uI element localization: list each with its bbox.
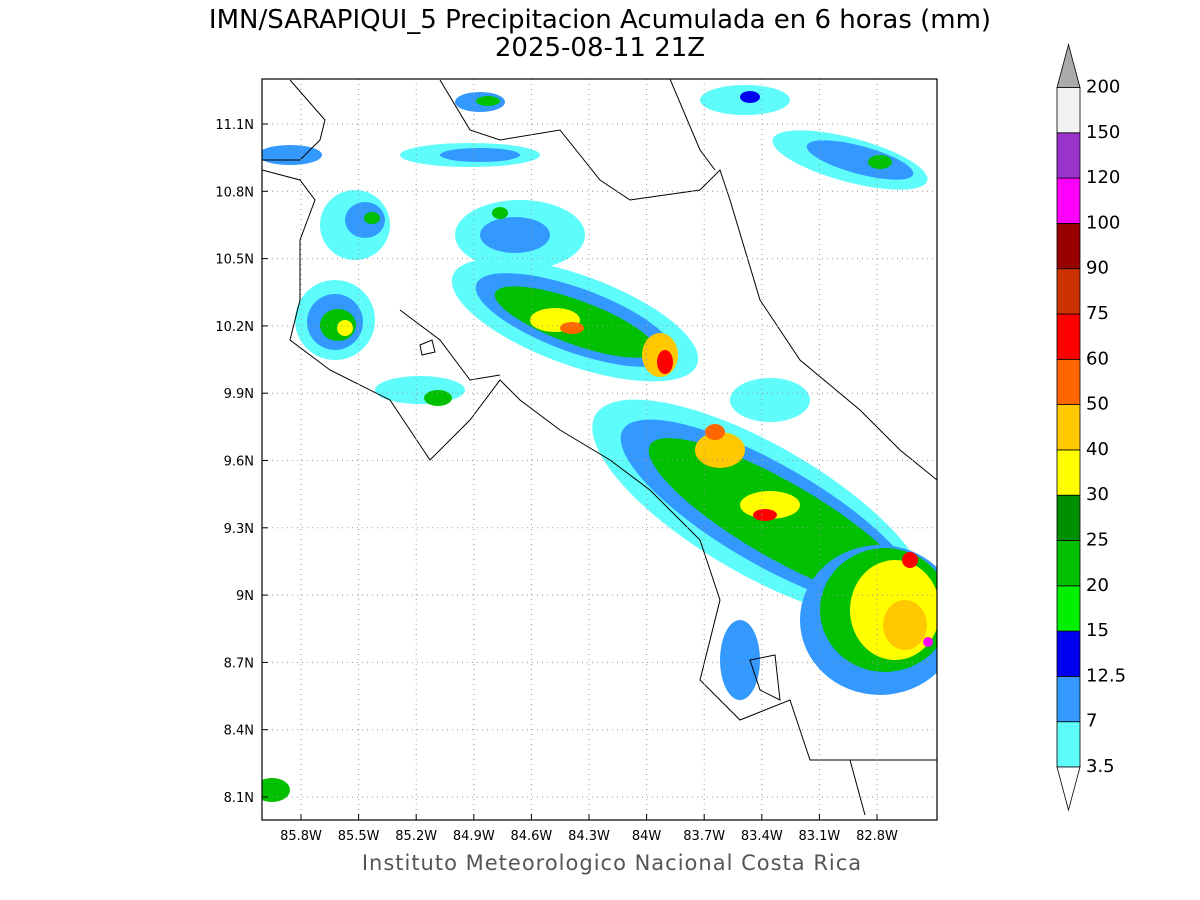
colorbar-label: 100 [1086,212,1120,233]
lat-tick-label: 10.2N [215,320,254,335]
colorbar-label: 120 [1086,167,1120,188]
colorbar-box [1056,132,1081,179]
lat-tick-label: 9.3N [224,522,254,537]
lat-tick-label: 8.1N [224,791,254,806]
colorbar-box [1056,721,1081,768]
lat-tick-label: 9N [236,589,254,604]
colorbar-box [1056,268,1081,315]
colorbar-label: 75 [1086,303,1109,324]
lat-tick-label: 9.9N [224,387,254,402]
colorbar-box [1056,540,1081,587]
title: IMN/SARAPIQUI_5 Precipitacion Acumulada … [209,5,991,35]
precip-cell [262,85,937,802]
colorbar-box [1056,494,1081,541]
lon-tick-label: 85.5W [338,829,380,844]
colorbar-label: 12.5 [1086,665,1126,686]
colorbar: 3.5 7 12.5 15 20 25 30 40 50 60 75 90 100 120 150 200 [1056,42,1126,812]
colorbar-label: 15 [1086,620,1109,641]
lon-tick-label: 82.8W [856,829,898,844]
lon-tick-label: 84.3W [568,829,610,844]
lat-tick-label: 11.1N [215,118,254,133]
lon-tick-label: 85.8W [280,829,322,844]
colorbar-box [1056,222,1081,270]
coastline [262,79,937,816]
colorbar-box [1056,404,1081,451]
lon-tick-label: 84W [632,829,662,844]
subtitle: 2025-08-11 21Z [495,33,705,63]
colorbar-label: 200 [1086,77,1120,98]
colorbar-box [1056,358,1081,405]
map-frame [261,78,938,821]
colorbar-box [1056,630,1081,677]
colorbar-label: 90 [1086,258,1109,279]
colorbar-label: 25 [1086,530,1109,551]
colorbar-label: 40 [1086,439,1109,460]
colorbar-label: 150 [1086,122,1120,143]
lat-tick-label: 10.5N [215,253,254,268]
colorbar-label: 50 [1086,394,1109,415]
lon-tick-label: 84.9W [453,829,495,844]
colorbar-label: 20 [1086,575,1109,596]
colorbar-box [1056,313,1081,360]
lat-tick-label: 8.7N [224,656,254,671]
colorbar-box [1056,87,1081,134]
colorbar-label: 30 [1086,484,1109,505]
footer: Instituto Meteorologico Nacional Costa R… [362,851,862,875]
lat-tick-label: 9.6N [224,455,254,470]
lon-tick-label: 83.7W [683,829,725,844]
colorbar-label: 3.5 [1086,756,1115,777]
colorbar-under [1056,766,1081,812]
lat-tick-label: 8.4N [224,724,254,739]
lon-tick-label: 84.6W [510,829,552,844]
colorbar-box [1056,676,1081,723]
lat-tick-label: 10.8N [215,185,254,200]
colorbar-label: 7 [1086,711,1097,732]
colorbar-box [1056,449,1081,496]
lon-tick-label: 83.1W [798,829,840,844]
grid: 11.1N 10.8N 10.5N 10.2N 9.9N 9.6N 9.3N 9N 8.7N 8.… [215,79,937,844]
lon-tick-label: 85.2W [395,829,437,844]
colorbar-box [1056,177,1081,224]
colorbar-over [1056,42,1081,88]
colorbar-box [1056,585,1081,632]
precipitation-field [262,85,937,802]
colorbar-label: 60 [1086,348,1109,369]
lon-tick-label: 83.4W [741,829,783,844]
